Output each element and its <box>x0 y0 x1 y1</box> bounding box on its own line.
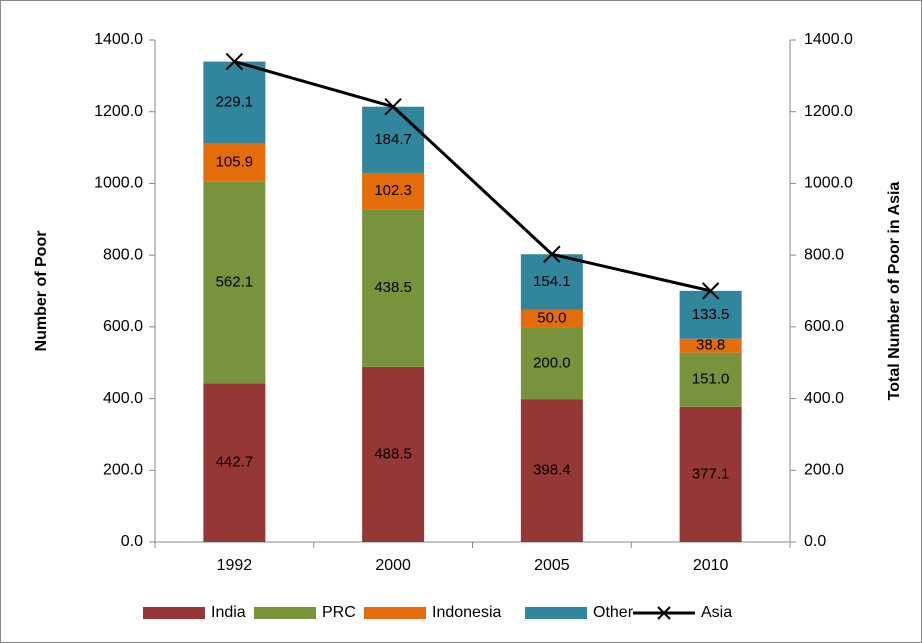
y-tick-label: 0.0 <box>121 533 143 550</box>
data-label: 398.4 <box>533 462 571 479</box>
y-tick-label: 200.0 <box>103 462 143 479</box>
bar-segment <box>362 106 425 173</box>
bar-segment <box>520 327 583 400</box>
bar-segment <box>362 209 425 367</box>
legend-swatch <box>525 607 587 619</box>
bar-segment <box>679 352 742 407</box>
y-tick-label: 600.0 <box>103 318 143 335</box>
data-label: 102.3 <box>374 182 412 199</box>
bar-segment <box>679 338 742 353</box>
y-axis-title: Number of Poor <box>33 231 50 352</box>
marker <box>543 245 561 263</box>
data-label: 184.7 <box>374 131 412 148</box>
legend-label: Other <box>593 604 634 621</box>
bar-segment <box>203 181 266 384</box>
bar-segment <box>520 309 583 328</box>
y2-tick-label: 0.0 <box>804 533 826 550</box>
x-tick-label: 2010 <box>693 557 729 574</box>
y2-tick-label: 200.0 <box>804 462 844 479</box>
bar-segment <box>679 406 742 542</box>
data-label: 105.9 <box>216 154 254 171</box>
line <box>233 60 711 293</box>
x-tick-label: 2000 <box>375 557 411 574</box>
y2-tick-label: 1200.0 <box>804 103 853 120</box>
y2-axis-title: Total Number of Poor in Asia <box>886 182 903 401</box>
y2-tick-label: 600.0 <box>804 318 844 335</box>
bar-segment <box>203 143 266 182</box>
legend-swatch <box>364 607 426 619</box>
legend-label: Asia <box>701 604 732 621</box>
marker <box>701 282 720 300</box>
y-tick-label: 1000.0 <box>94 175 143 192</box>
bar-segment <box>520 254 583 310</box>
bar-segment <box>679 290 742 339</box>
legend-swatch <box>143 607 205 619</box>
x-tick-label: 1992 <box>217 557 253 574</box>
bar-segment <box>362 172 425 210</box>
data-label: 151.0 <box>692 371 730 388</box>
marker <box>225 52 244 71</box>
y-tick-label: 400.0 <box>103 390 143 407</box>
y2-tick-label: 800.0 <box>804 246 844 263</box>
y2-tick-label: 1400.0 <box>804 31 853 48</box>
y2-tick-label: 1000.0 <box>804 175 853 192</box>
data-label: 377.1 <box>692 465 730 482</box>
data-label: 229.1 <box>216 94 254 111</box>
data-label: 442.7 <box>216 454 254 471</box>
y2-tick-label: 400.0 <box>804 390 844 407</box>
x-tick-label: 2005 <box>534 557 570 574</box>
data-label: 50.0 <box>537 309 566 326</box>
y-tick-label: 800.0 <box>103 246 143 263</box>
data-label: 438.5 <box>374 279 412 296</box>
data-label: 200.0 <box>533 354 571 371</box>
bar-segment <box>520 399 583 542</box>
legend-label: PRC <box>322 604 356 621</box>
data-label: 38.8 <box>696 337 725 354</box>
y-tick-label: 1200.0 <box>94 103 143 120</box>
legend-label: India <box>211 604 246 621</box>
data-label: 488.5 <box>374 445 412 462</box>
y-tick-label: 1400.0 <box>94 31 143 48</box>
bar-segment <box>203 61 266 144</box>
data-label: 133.5 <box>692 306 730 323</box>
legend-marker <box>657 606 671 620</box>
marker <box>384 97 402 116</box>
legend-swatch <box>254 607 316 619</box>
bar-segment <box>203 383 266 542</box>
legend-label: Indonesia <box>432 604 501 621</box>
data-label: 562.1 <box>216 273 254 290</box>
data-label: 154.1 <box>533 273 571 290</box>
bar-segment <box>362 366 425 542</box>
